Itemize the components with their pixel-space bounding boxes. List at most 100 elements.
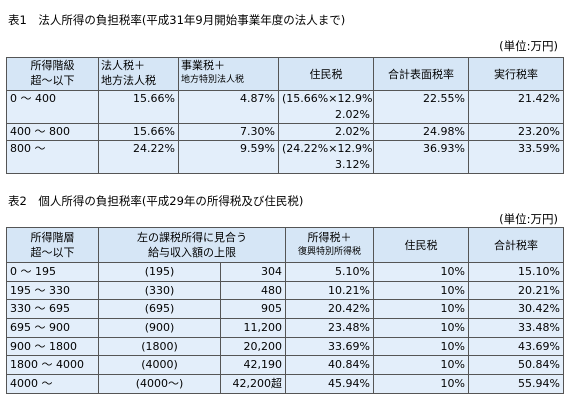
cell: 55.94% bbox=[468, 374, 564, 394]
cell: 42,200超 bbox=[220, 374, 286, 394]
cell-text: 3.12% bbox=[335, 158, 370, 171]
cell: 21.42% bbox=[468, 90, 564, 124]
cell-text: 所得税＋ bbox=[307, 231, 352, 244]
cell: 36.93% bbox=[373, 140, 469, 174]
header-cell: 住民税 bbox=[373, 227, 469, 263]
cell: 480 bbox=[220, 280, 286, 301]
cell-text: 2.02% bbox=[335, 125, 370, 138]
cell: 695 ～ 900 bbox=[6, 318, 99, 338]
table1-unit: (単位:万円) bbox=[499, 39, 558, 53]
header-cell: 所得階層超～以下 bbox=[6, 227, 99, 263]
cell: 10% bbox=[373, 336, 469, 357]
header-row: 所得階級 超～以下 法人税＋ 地方法人税 事業税＋ 地方特別法人税 住民税 合計表面税率 実行税… bbox=[6, 57, 564, 91]
cell: 4000 ～ bbox=[6, 374, 99, 394]
cell: (1800) bbox=[98, 336, 221, 357]
cell-text: 所得階級 bbox=[30, 59, 75, 72]
cell-text: 事業税＋ bbox=[181, 59, 225, 72]
cell: 20.42% bbox=[285, 299, 374, 320]
cell-text: 住民税 bbox=[309, 67, 343, 81]
row: 1800 ～ 4000 (4000) 42,190 40.84% 10% 50.84% bbox=[6, 355, 564, 376]
cell-text: 超～以下 bbox=[30, 246, 75, 259]
cell-text: 800 ～ bbox=[10, 142, 46, 155]
row: 0 ～ 195 (195) 304 5.10% 10% 15.10% bbox=[6, 262, 564, 282]
row: 330 ～ 695 (695) 905 20.42% 10% 30.42% bbox=[6, 299, 564, 320]
cell: 45.94% bbox=[285, 374, 374, 394]
cell: (695) bbox=[98, 299, 221, 320]
cell: 900 ～ 1800 bbox=[6, 336, 99, 357]
cell: 20,200 bbox=[220, 336, 286, 357]
cell-text: 住民税 bbox=[404, 238, 438, 252]
header-row: 所得階層 超～以下 左の課税所得に見合う 給与収入額の上限 所得税＋ 復興特別所得税 住民税… bbox=[6, 227, 564, 263]
cell: 23.48% bbox=[285, 318, 374, 338]
cell: 0 ～ 195 bbox=[6, 262, 99, 282]
cell: 9.59% bbox=[178, 140, 279, 174]
cell: 10% bbox=[373, 262, 469, 282]
cell: 330 ～ 695 bbox=[6, 299, 99, 320]
cell: 33.69% bbox=[285, 336, 374, 357]
cell: 15.66% bbox=[98, 90, 179, 124]
cell: 195 ～ 330 bbox=[6, 280, 99, 301]
header-cell: 左の課税所得に見合う 給与収入額の上限 bbox=[98, 227, 286, 263]
header-cell: 法人税＋ 地方法人税 bbox=[98, 57, 179, 91]
cell-text: 超～以下 bbox=[30, 74, 75, 87]
cell: 0 ～ 400 bbox=[6, 90, 99, 124]
row: 4000 ～ (4000～) 42,200超 45.94% 10% 55.94% bbox=[6, 374, 564, 394]
row: 695 ～ 900 (900) 11,200 23.48% 10% 33.48% bbox=[6, 318, 564, 338]
cell-text: (15.66%×12.9% bbox=[282, 92, 373, 105]
cell: 24.22% bbox=[98, 140, 179, 174]
cell-text: 24.22% bbox=[133, 142, 175, 155]
cell: (195) bbox=[98, 262, 221, 282]
cell: 4.87% bbox=[178, 90, 279, 124]
table2: 所得階層 超～以下 左の課税所得に見合う 給与収入額の上限 所得税＋ 復興特別所得税 住民税… bbox=[6, 227, 564, 394]
cell: 5.10% bbox=[285, 262, 374, 282]
row: 900 ～ 1800 (1800) 20,200 33.69% 10% 43.69% bbox=[6, 336, 564, 357]
cell-text: 9.59% bbox=[240, 142, 275, 155]
cell-text: 23.20% bbox=[518, 125, 560, 138]
cell-text: 2.02% bbox=[335, 108, 370, 121]
row: 195 ～ 330 (330) 480 10.21% 10% 20.21% bbox=[6, 280, 564, 301]
cell-text: 給与収入額の上限 bbox=[148, 246, 236, 259]
cell: (4000) bbox=[98, 355, 221, 376]
cell-text: 法人税＋ bbox=[101, 59, 145, 72]
cell: 40.84% bbox=[285, 355, 374, 376]
cell: 905 bbox=[220, 299, 286, 320]
cell: 2.02% bbox=[278, 123, 374, 141]
cell: 23.20% bbox=[468, 123, 564, 141]
cell: 10% bbox=[373, 318, 469, 338]
cell: 11,200 bbox=[220, 318, 286, 338]
table1-title: 表1 法人所得の負担税率(平成31年9月開始事業年度の法人まで) bbox=[8, 13, 346, 27]
cell: (24.22%×12.9% 3.12% bbox=[278, 140, 374, 174]
header-cell: 合計表面税率 bbox=[373, 57, 469, 91]
cell: 33.48% bbox=[468, 318, 564, 338]
cell-text: 合計税率 bbox=[494, 238, 538, 252]
cell: 10% bbox=[373, 355, 469, 376]
table2-unit: (単位:万円) bbox=[499, 212, 558, 226]
cell-text: 左の課税所得に見合う bbox=[137, 231, 247, 244]
header-cell: 所得階級超～以下 bbox=[6, 57, 99, 91]
cell: 33.59% bbox=[468, 140, 564, 174]
cell: 10% bbox=[373, 374, 469, 394]
cell-text: 地方特別法人税 bbox=[181, 75, 245, 85]
header-cell: 合計税率 bbox=[468, 227, 564, 263]
cell: 7.30% bbox=[178, 123, 279, 141]
cell: (900) bbox=[98, 318, 221, 338]
table2-title: 表2 個人所得の負担税率(平成29年の所得税及び住民税) bbox=[8, 194, 304, 208]
header-cell: 実行税率 bbox=[468, 57, 564, 91]
cell: 800 ～ bbox=[6, 140, 99, 174]
cell-text: 33.59% bbox=[518, 142, 560, 155]
cell-text: 実行税率 bbox=[494, 67, 538, 81]
cell: (330) bbox=[98, 280, 221, 301]
cell: 15.10% bbox=[468, 262, 564, 282]
header-cell: 住民税 bbox=[278, 57, 374, 91]
cell-text: 400 ～ 800 bbox=[10, 125, 70, 138]
cell: 400 ～ 800 bbox=[6, 123, 99, 141]
cell: 1800 ～ 4000 bbox=[6, 355, 99, 376]
cell: 10% bbox=[373, 299, 469, 320]
cell-text: 所得階層 bbox=[30, 231, 75, 244]
cell: 10.21% bbox=[285, 280, 374, 301]
cell-text: 24.98% bbox=[423, 125, 465, 138]
header-cell: 事業税＋ 地方特別法人税 bbox=[178, 57, 279, 91]
cell-text: 21.42% bbox=[518, 92, 560, 105]
cell: 10% bbox=[373, 280, 469, 301]
cell-text: 15.66% bbox=[133, 125, 175, 138]
